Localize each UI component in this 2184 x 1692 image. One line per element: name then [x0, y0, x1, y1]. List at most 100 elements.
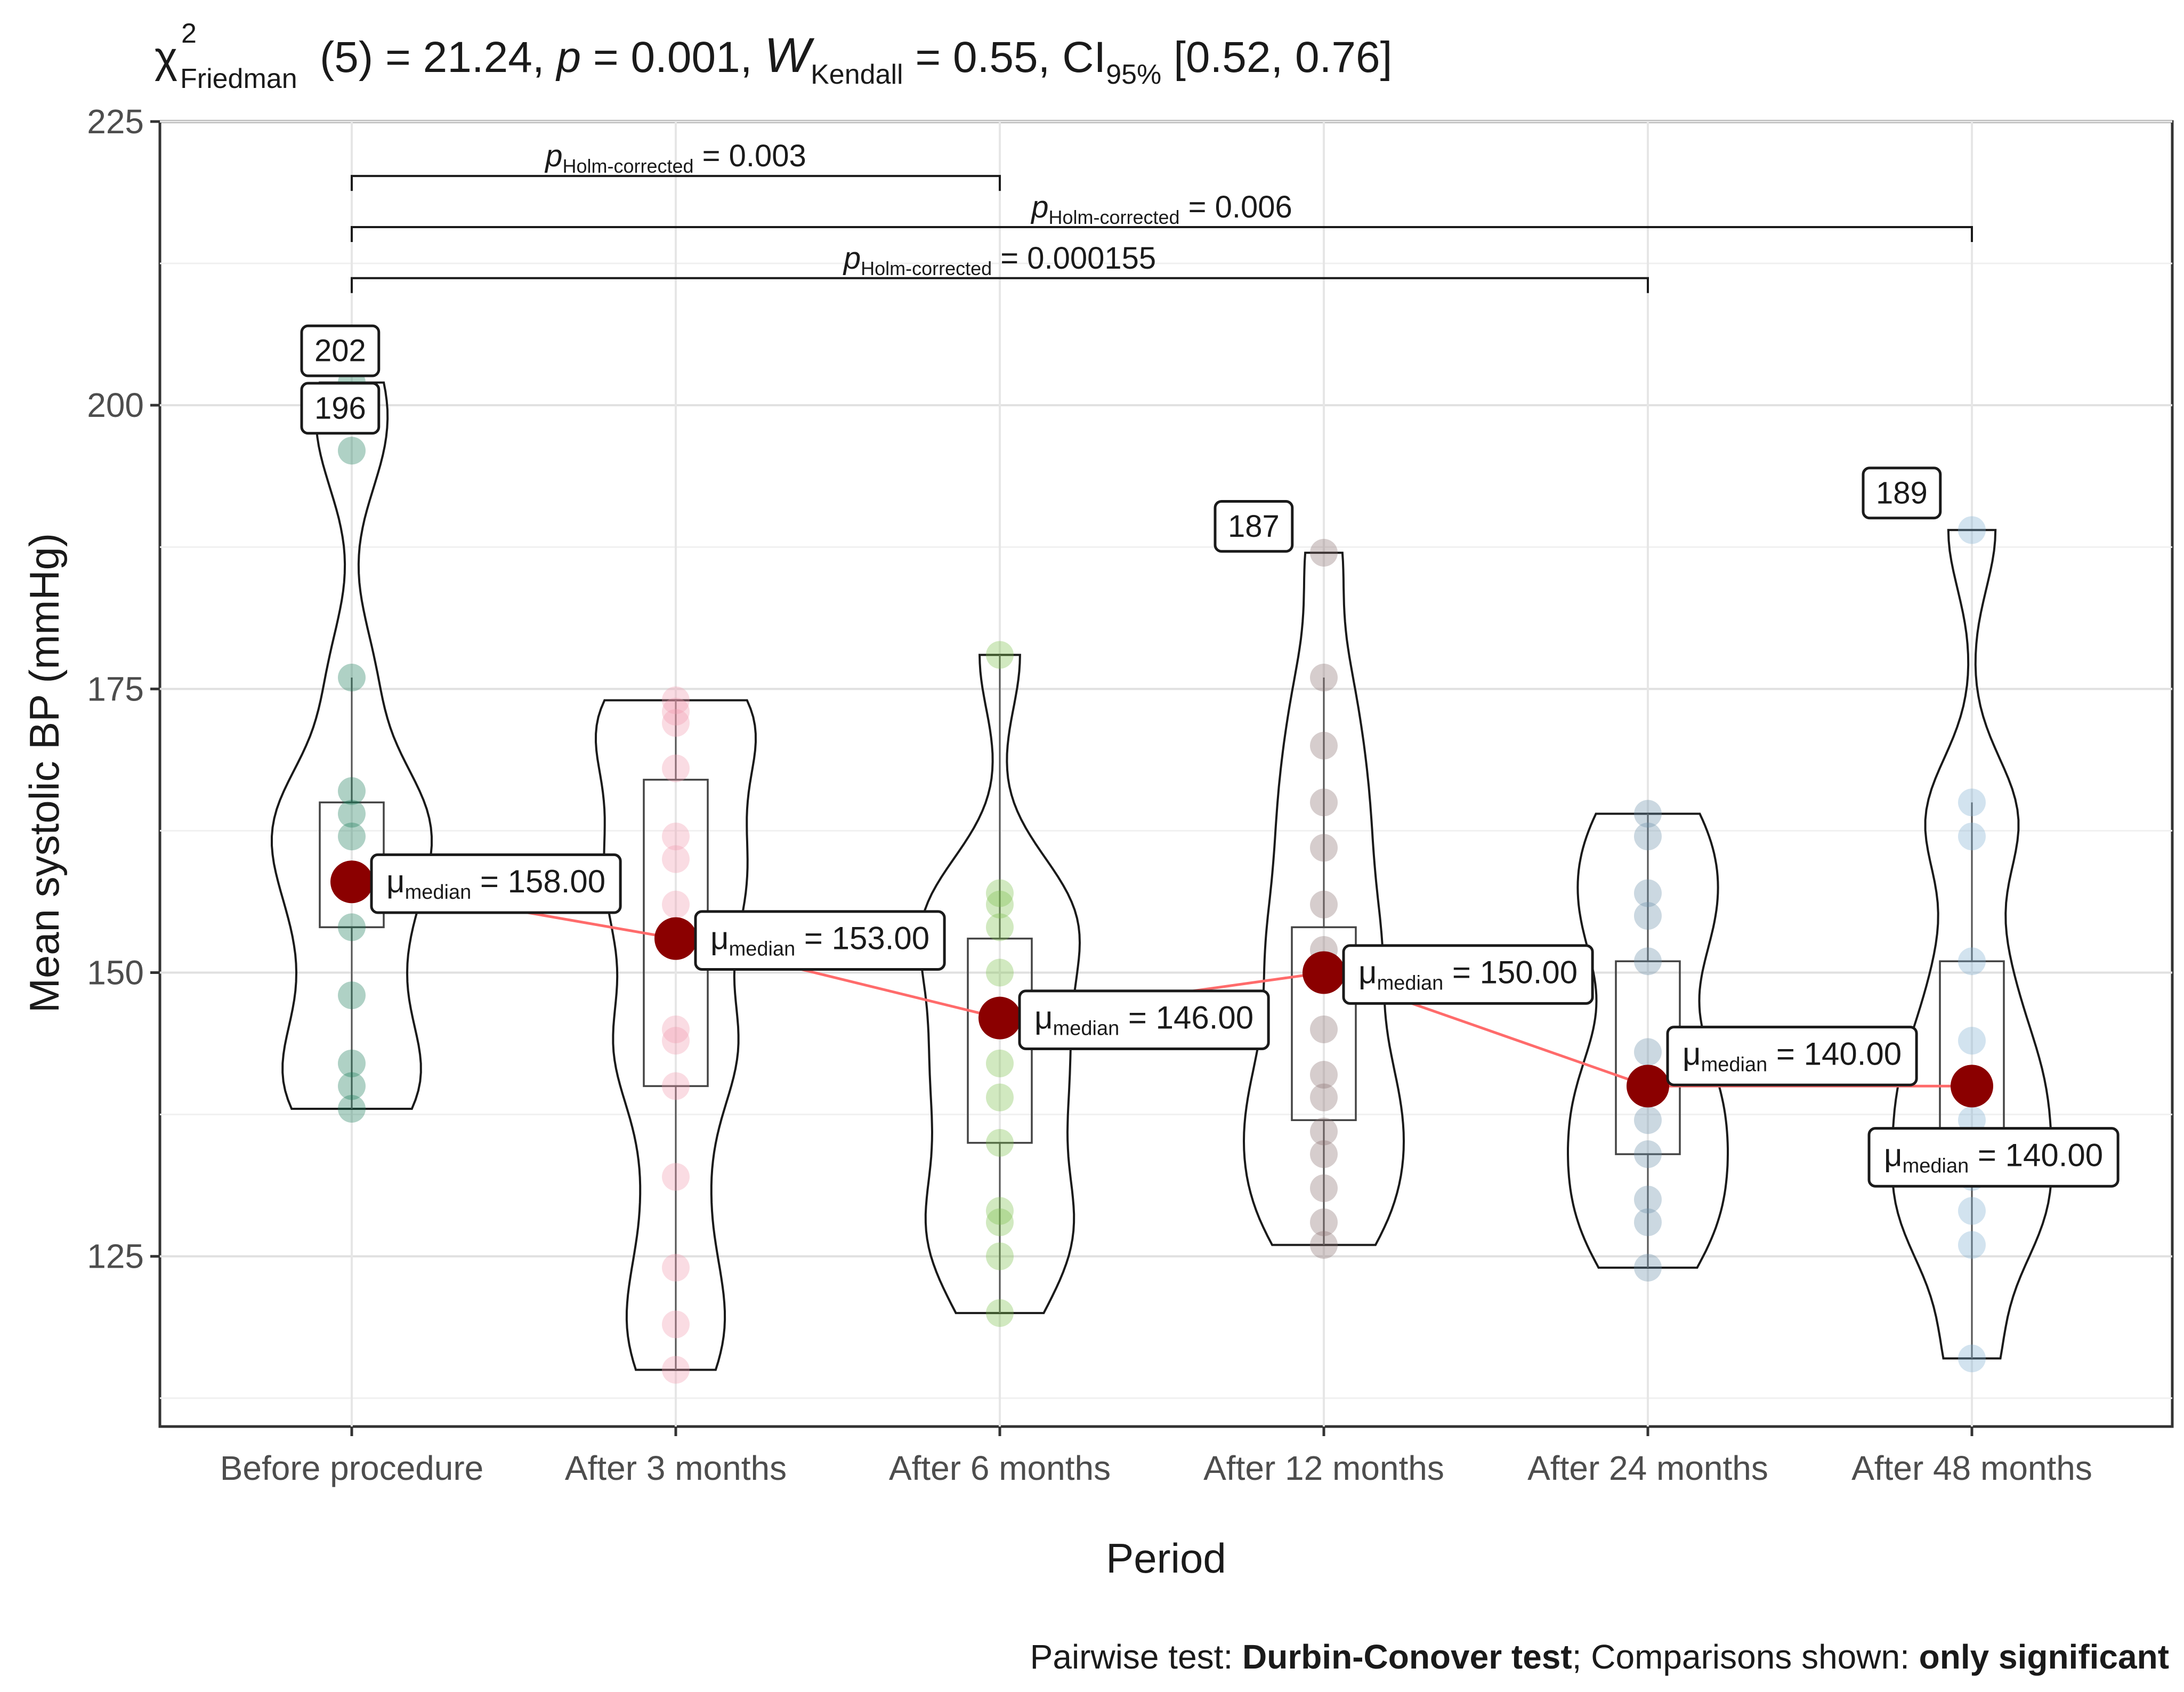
y-tick-label: 225: [87, 102, 144, 141]
data-point: [1634, 1208, 1662, 1236]
data-point: [1634, 947, 1662, 976]
comparison-bracket: [351, 277, 1649, 293]
data-point: [338, 823, 366, 851]
median-label: μmedian = 146.00: [1018, 989, 1270, 1050]
data-point: [662, 890, 690, 918]
x-tick-label: Before procedure: [220, 1449, 484, 1487]
comparison-label: pHolm-corrected = 0.006: [1030, 190, 1292, 228]
chart-title: χ: [155, 33, 177, 82]
caption-shown: only significant: [1919, 1638, 2169, 1676]
median-label-box: [370, 853, 622, 914]
title-df: (5) = 21.24,: [320, 33, 556, 82]
y-axis-title: Mean systolic BP (mmHg): [21, 533, 68, 1013]
x-axis: Before procedure After 3 months After 6 mo…: [220, 1427, 2092, 1487]
median-label-text: μmedian = 150.00: [1358, 955, 1578, 995]
outlier-label-box: [300, 382, 381, 435]
median-label: μmedian = 150.00: [1342, 944, 1594, 1005]
data-point: [662, 709, 690, 737]
data-point: [338, 664, 366, 692]
data-point: [1634, 823, 1662, 851]
data-point: [986, 1083, 1014, 1111]
median-label: μmedian = 158.00: [370, 853, 622, 914]
comparison-bracket: [351, 175, 1001, 191]
data-point: [338, 1072, 366, 1100]
y-tick-label: 200: [87, 386, 144, 424]
data-point: [1634, 1253, 1662, 1282]
data-point: [1310, 1061, 1338, 1089]
data-point: [1958, 823, 1986, 851]
data-point: [1958, 1197, 1986, 1225]
data-point: [986, 1299, 1014, 1327]
comparison-bracket: [351, 225, 1973, 242]
title-w-subscript: Kendall: [811, 59, 903, 90]
comparisons: pHolm-corrected = 0.003 pHolm-corrected =…: [351, 139, 1973, 293]
data-point: [662, 1163, 690, 1191]
data-point: [1310, 788, 1338, 817]
labels: μmedian = 158.00 μmedian = 153.00 μmedian …: [300, 324, 2120, 1188]
median-label-text: μmedian = 140.00: [1683, 1036, 1902, 1076]
outlier-label: 196: [300, 382, 381, 435]
plot-panel: [158, 120, 2174, 1428]
outlier-label-text: 187: [1228, 509, 1280, 544]
median-label-box: [1666, 1026, 1918, 1086]
data-point: [1634, 1140, 1662, 1169]
title-chi-superscript: 2: [181, 18, 197, 49]
outlier-label: 202: [300, 324, 381, 377]
x-tick-label: After 6 months: [889, 1449, 1111, 1487]
outlier-label: 189: [1862, 466, 1942, 520]
median-label-text: μmedian = 140.00: [1884, 1137, 2103, 1177]
data-point: [338, 437, 366, 465]
data-point: [986, 890, 1014, 918]
data-point: [1634, 879, 1662, 907]
data-point: [338, 777, 366, 805]
title-w-symbol: W: [764, 28, 815, 83]
outlier-label-text: 202: [314, 334, 366, 368]
median-label-text: μmedian = 158.00: [386, 864, 605, 904]
data-point: [338, 913, 366, 941]
median-point: [1303, 951, 1345, 994]
data-point: [1310, 1117, 1338, 1146]
data-point: [1634, 1186, 1662, 1214]
violin: [1567, 812, 1729, 1269]
data-point: [338, 1094, 366, 1123]
data-point: [986, 1242, 1014, 1270]
median-point: [978, 996, 1021, 1040]
data-point: [986, 641, 1014, 669]
data-point: [1310, 538, 1338, 567]
median-label: μmedian = 153.00: [694, 910, 946, 971]
median-label-box: [1018, 989, 1270, 1050]
comparison-label: pHolm-corrected = 0.000155: [843, 241, 1156, 279]
outlier-label: 187: [1214, 500, 1294, 553]
data-point: [986, 879, 1014, 907]
outlier-label-text: 189: [1876, 476, 1928, 510]
data-point: [662, 845, 690, 873]
outlier-label-box: [300, 324, 381, 377]
median-label: μmedian = 140.00: [1867, 1127, 2120, 1188]
data-point: [1310, 890, 1338, 918]
data-point: [1310, 1174, 1338, 1202]
median-label-text: μmedian = 146.00: [1034, 1000, 1253, 1040]
title-rest: (5) = 21.24, p = 0.001, WKendall = 0.55,…: [320, 28, 1392, 90]
y-tick-label: 125: [87, 1237, 144, 1276]
data-point: [986, 913, 1014, 941]
data-point: [662, 823, 690, 851]
y-tick-label: 150: [87, 954, 144, 992]
y-tick-label: 175: [87, 670, 144, 708]
caption-middle: ; Comparisons shown:: [1572, 1638, 1919, 1676]
data-point: [1958, 1231, 1986, 1259]
data-point: [662, 686, 690, 714]
data-point: [1310, 731, 1338, 760]
caption: Pairwise test: Durbin-Conover test; Comp…: [1030, 1638, 2169, 1676]
title-ci: [0.52, 0.76]: [1161, 33, 1392, 82]
median-label-box: [694, 910, 946, 971]
violin: [594, 699, 757, 1371]
data-point: [338, 1049, 366, 1077]
data-point: [1310, 664, 1338, 692]
median-label-box: [1342, 944, 1594, 1005]
data-point: [662, 1356, 690, 1384]
data-point: [1634, 800, 1662, 828]
caption-test: Durbin-Conover test: [1242, 1638, 1572, 1676]
data-point: [1634, 1038, 1662, 1066]
title-ci-subscript: 95%: [1106, 59, 1161, 90]
y-axis: 125 150 175 200 225: [87, 102, 160, 1276]
